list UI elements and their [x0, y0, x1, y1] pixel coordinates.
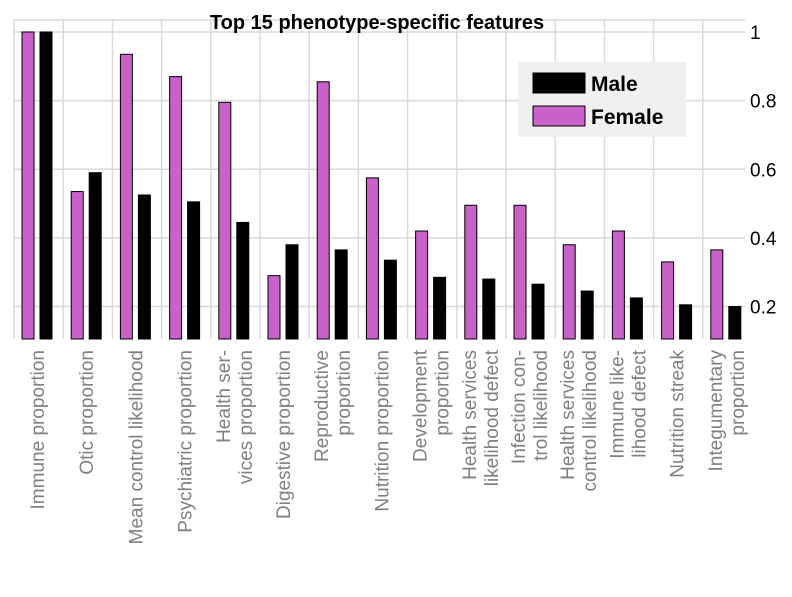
- bar-male: [433, 276, 447, 340]
- y-axis: 0.2 0.4 0.6 0.8 1: [750, 23, 777, 319]
- bar-female: [365, 177, 379, 340]
- x-tick-label: Mean control likelihood: [126, 350, 147, 544]
- x-tick-label: Otic proportion: [77, 350, 98, 475]
- x-tick-label: Reproductiveproportion: [312, 350, 355, 462]
- bar-female: [513, 204, 527, 340]
- bar-female: [661, 261, 675, 340]
- chart-title: Top 15 phenotype-specific features: [210, 12, 544, 34]
- grid: [13, 19, 745, 339]
- bar-male: [580, 290, 594, 340]
- legend-label-male: Male: [591, 73, 638, 96]
- x-tick-label: Health servicescontrol likelihood: [558, 350, 601, 492]
- bar-female: [611, 230, 625, 340]
- x-tick-label: Nutrition streak: [668, 350, 689, 478]
- bar-male: [728, 306, 742, 340]
- y-tick-label: 1: [750, 23, 761, 44]
- bar-male: [679, 304, 693, 340]
- x-tick-label: Immune proportion: [28, 350, 49, 509]
- x-tick-label: Psychiatric proportion: [176, 350, 197, 533]
- y-tick-label: 0.2: [750, 298, 776, 319]
- legend-swatch-female: [532, 105, 586, 127]
- legend-swatch-male: [532, 72, 586, 94]
- bar-male: [39, 31, 53, 340]
- bar-male: [88, 172, 102, 340]
- y-tick-label: 0.4: [750, 229, 777, 250]
- x-tick-label: Immune like-lihood defect: [607, 349, 650, 458]
- legend: Male Female: [518, 62, 686, 137]
- bar-male: [482, 278, 496, 340]
- bar-male: [236, 221, 250, 340]
- x-tick-label: Developmentproportion: [411, 349, 454, 462]
- bar-female: [218, 101, 232, 340]
- bar-female: [169, 76, 183, 340]
- legend-label-female: Female: [591, 106, 663, 129]
- bar-male: [137, 194, 151, 340]
- x-axis: Immune proportion Otic proportion Mean con…: [28, 349, 749, 544]
- bar-male: [629, 297, 643, 340]
- x-tick-label: Infection con-trol likelihood: [509, 350, 552, 464]
- bar-female: [70, 191, 84, 340]
- y-tick-label: 0.6: [750, 160, 776, 181]
- bar-male: [334, 249, 348, 340]
- bars: [21, 31, 742, 340]
- x-tick-label: Health ser-vices proportion: [214, 350, 257, 484]
- x-tick-label: Health serviceslikelihood defect: [460, 349, 503, 486]
- bar-female: [710, 249, 724, 340]
- bar-female: [267, 275, 281, 340]
- y-tick-label: 0.8: [750, 92, 776, 113]
- bar-female: [415, 230, 429, 340]
- x-tick-label: Digestive proportion: [274, 350, 295, 519]
- x-tick-label: Integumentaryproportion: [706, 350, 749, 472]
- bar-male: [285, 244, 299, 340]
- bar-male: [383, 259, 397, 340]
- bar-female: [119, 53, 133, 340]
- bar-female: [464, 204, 478, 340]
- bar-female: [562, 244, 576, 340]
- bar-male: [187, 201, 201, 340]
- bar-female: [21, 31, 35, 340]
- x-tick-label: Nutrition proportion: [372, 350, 393, 512]
- bar-male: [531, 283, 545, 340]
- bar-female: [316, 81, 330, 340]
